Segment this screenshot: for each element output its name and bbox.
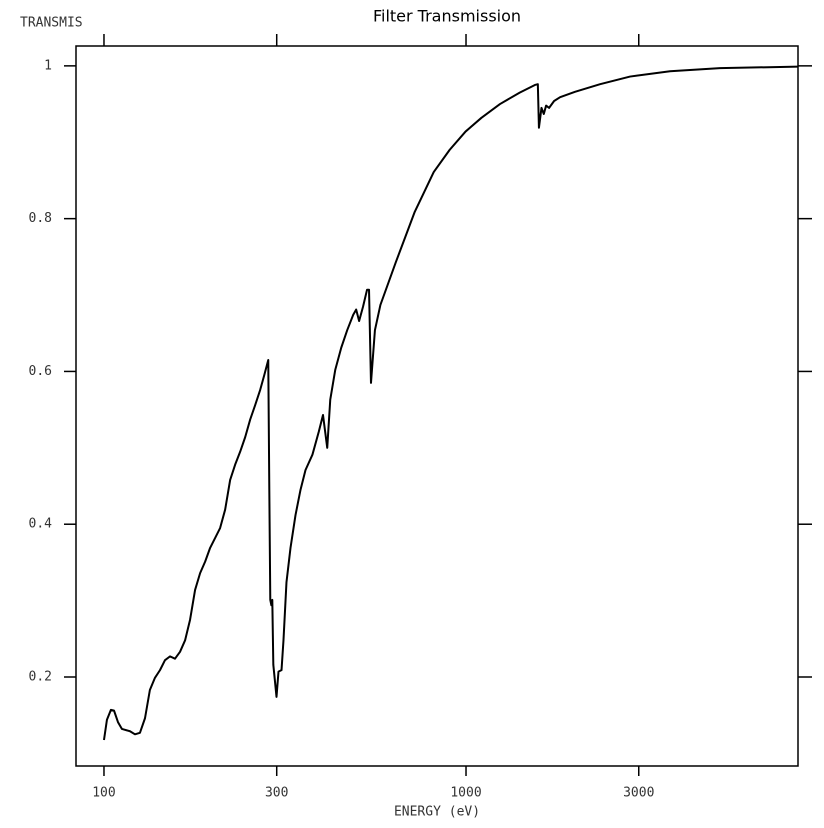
y-axis-label: TRANSMIS: [20, 16, 83, 31]
y-tick-label: 0.4: [29, 517, 53, 532]
plot-frame: [75, 45, 799, 767]
x-tick-label: 1000: [450, 786, 481, 801]
y-tick-label: 0.8: [29, 211, 52, 226]
y-tick-label: 1: [44, 58, 52, 73]
chart-title: Filter Transmission: [373, 7, 521, 26]
y-tick-label: 0.6: [29, 364, 52, 379]
y-tick-label: 0.2: [29, 670, 52, 685]
x-axis-label: ENERGY (eV): [394, 805, 480, 820]
transmission-line: [102, 65, 799, 741]
x-tick-label: 3000: [623, 786, 654, 801]
x-tick-label: 300: [265, 786, 288, 801]
x-tick-label: 100: [92, 786, 115, 801]
